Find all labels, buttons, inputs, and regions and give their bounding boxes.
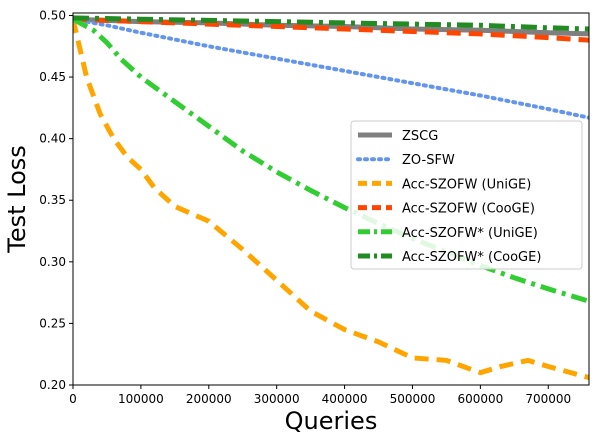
legend-label-3: Acc-SZOFW (UniGE) [402, 177, 531, 192]
y-tick-label: 0.40 [39, 132, 66, 146]
x-tick-label: 0 [69, 392, 77, 406]
y-tick-label: 0.50 [39, 8, 66, 22]
series-line-4 [73, 16, 589, 43]
legend-label-4: Acc-SZOFW (CooGE) [402, 202, 535, 217]
x-axis-label: Queries [285, 407, 378, 435]
y-axis-label: Test Loss [3, 145, 31, 254]
legend-label-6: Acc-SZOFW* (CooGE) [402, 250, 541, 265]
x-tick-label: 600000 [457, 392, 503, 406]
legend-label-1: ZSCG [402, 129, 438, 144]
x-tick-label: 100000 [118, 392, 164, 406]
series-line-2 [73, 17, 589, 120]
y-tick-label: 0.25 [39, 316, 66, 330]
series-line-6 [73, 15, 589, 32]
plot-frame [72, 12, 590, 386]
y-tick-label: 0.35 [39, 193, 66, 207]
legend-box [350, 120, 583, 270]
series-line-3 [73, 18, 589, 381]
y-tick-label: 0.30 [39, 255, 66, 269]
legend-label-5: Acc-SZOFW* (UniGE) [402, 226, 538, 241]
x-tick-label: 200000 [186, 392, 232, 406]
x-tick-label: 700000 [525, 392, 571, 406]
legend: ZSCG ZO-SFW Acc-SZOFW (UniGE) Acc-SZOFW (Co… [350, 120, 583, 270]
legend-label-2: ZO-SFW [402, 153, 455, 168]
y-tick-label: 0.45 [39, 70, 66, 84]
x-tick-label: 300000 [254, 392, 300, 406]
x-tick-label: 400000 [322, 392, 368, 406]
y-tick-label: 0.20 [39, 378, 66, 392]
axes-layer: 0 100000 200000 300000 400000 500000 600000 700… [39, 8, 571, 406]
x-tick-label: 500000 [390, 392, 436, 406]
